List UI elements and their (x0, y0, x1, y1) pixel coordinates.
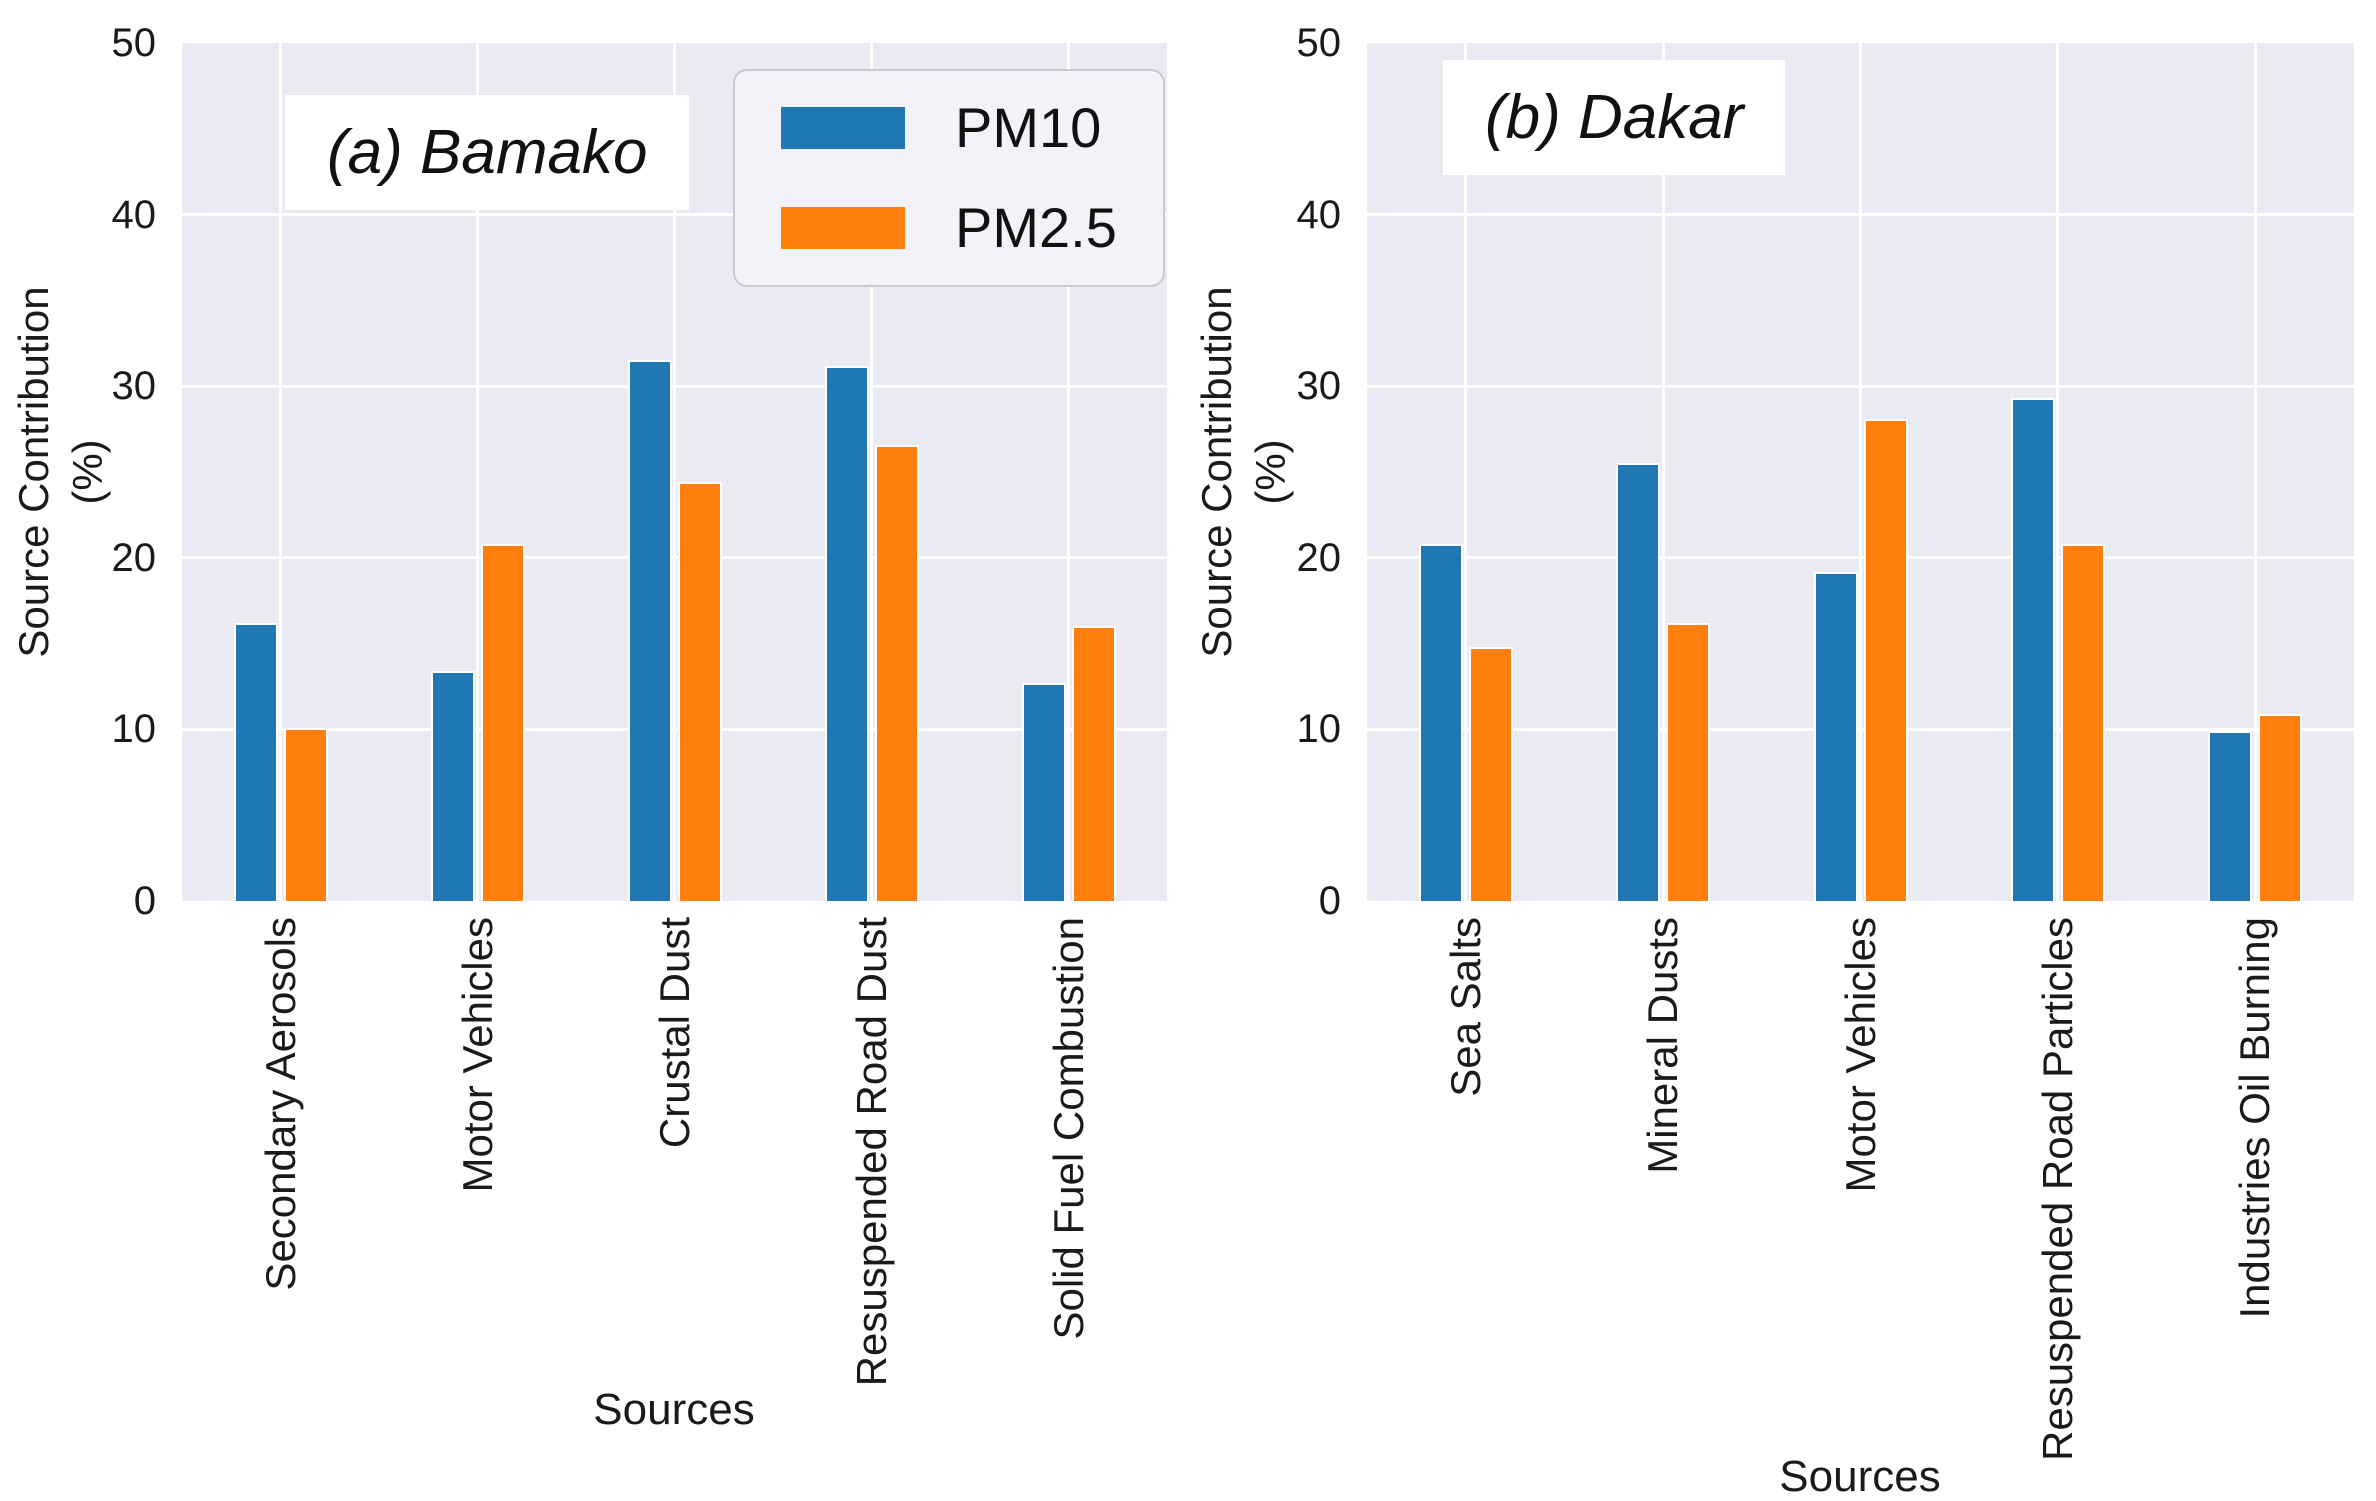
subplot-title-bamako: (a) Bamako (285, 95, 690, 210)
bar-pm10-0 (233, 623, 278, 901)
y-tick-label-50: 50 (1296, 21, 1342, 65)
y-tick-label-40: 40 (1296, 192, 1342, 237)
gridline-x-4 (1067, 43, 1070, 901)
x-axis-label-bamako: Sources (593, 1385, 755, 1434)
y-tick-label-10: 10 (1296, 707, 1342, 752)
pm25-swatch (781, 207, 905, 249)
y-tick-label-20: 20 (1296, 535, 1342, 580)
gridline-x-0 (1464, 43, 1468, 901)
bar-pm10-2 (627, 360, 672, 901)
y-axis-label-line2: (%) (1247, 439, 1294, 505)
subplot-title-dakar: (b) Dakar (1443, 60, 1786, 175)
gridline-x-2 (1859, 43, 1862, 901)
y-tick-label-30: 30 (1296, 364, 1342, 409)
category-label: Resuspended Road Dust (847, 917, 895, 1387)
bar-pm2.5-0 (283, 727, 328, 901)
bar-pm10-1 (1616, 463, 1661, 901)
gridline-x-3 (2056, 43, 2060, 901)
y-axis-label-line2: (%) (64, 439, 111, 505)
category-label: Sea Salts (1441, 917, 1489, 1097)
y-axis-label-line1: Source Contribution (1193, 286, 1240, 658)
bar-pm10-0 (1418, 544, 1463, 901)
y-axis-label-dakar: Source Contribution (%) (1190, 92, 1302, 852)
bar-pm2.5-1 (1666, 623, 1711, 901)
bar-pm2.5-4 (2258, 713, 2303, 901)
bar-pm2.5-3 (2060, 544, 2105, 901)
category-label: Secondary Aerosols (256, 917, 304, 1291)
plot-area-dakar: 0 10 20 30 40 50 Sea Salts Mineral Dusts Motor V… (1297, 21, 2354, 1461)
y-axis-label-bamako: Source Contribution (%) (7, 92, 119, 852)
gridline-x-1 (1661, 43, 1665, 901)
y-tick-label-10: 10 (111, 707, 157, 752)
bar-pm2.5-0 (1468, 647, 1513, 901)
bar-pm10-1 (430, 671, 475, 901)
y-tick-label-0: 0 (1318, 879, 1341, 923)
bar-pm10-4 (2208, 731, 2253, 901)
bar-pm2.5-1 (480, 544, 525, 901)
gridline-x-4 (2253, 43, 2257, 901)
bar-pm2.5-4 (1071, 626, 1116, 901)
legend-item-pm10: PM10 (781, 99, 1117, 157)
y-tick-label-20: 20 (111, 535, 157, 580)
bar-pm2.5-2 (677, 482, 722, 901)
category-label: Motor Vehicles (453, 917, 501, 1193)
y-tick-label-30: 30 (111, 364, 157, 409)
y-tick-label-0: 0 (133, 879, 156, 923)
gridline-x-1 (476, 43, 479, 901)
category-label: Industries Oil Burning (2231, 917, 2279, 1319)
gridline-x-2 (673, 43, 676, 901)
category-label: Mineral Dusts (1639, 917, 1687, 1174)
pm10-swatch (781, 107, 905, 149)
legend-label-pm10: PM10 (955, 96, 1102, 159)
category-label: Motor Vehicles (1836, 917, 1884, 1193)
y-tick-label-50: 50 (111, 21, 157, 65)
category-label: Crustal Dust (650, 917, 698, 1149)
category-label: Resuspended Road Particles (2033, 917, 2081, 1461)
bar-pm10-3 (824, 365, 869, 901)
legend-item-pm25: PM2.5 (781, 199, 1117, 257)
gridline-x-0 (279, 43, 282, 901)
y-tick-label-40: 40 (111, 192, 157, 237)
bar-pm10-3 (2010, 398, 2055, 901)
bar-pm2.5-3 (874, 444, 919, 901)
y-axis-label-line1: Source Contribution (10, 286, 57, 658)
legend-label-pm25: PM2.5 (955, 196, 1117, 259)
bar-pm10-2 (1813, 571, 1858, 901)
bar-pm2.5-2 (1863, 418, 1908, 901)
legend: PM10 PM2.5 (733, 69, 1165, 287)
bar-pm10-4 (1021, 683, 1066, 901)
x-axis-label-dakar: Sources (1779, 1452, 1941, 1501)
category-label: Solid Fuel Combustion (1044, 917, 1092, 1340)
gridline-x-3 (870, 43, 873, 901)
